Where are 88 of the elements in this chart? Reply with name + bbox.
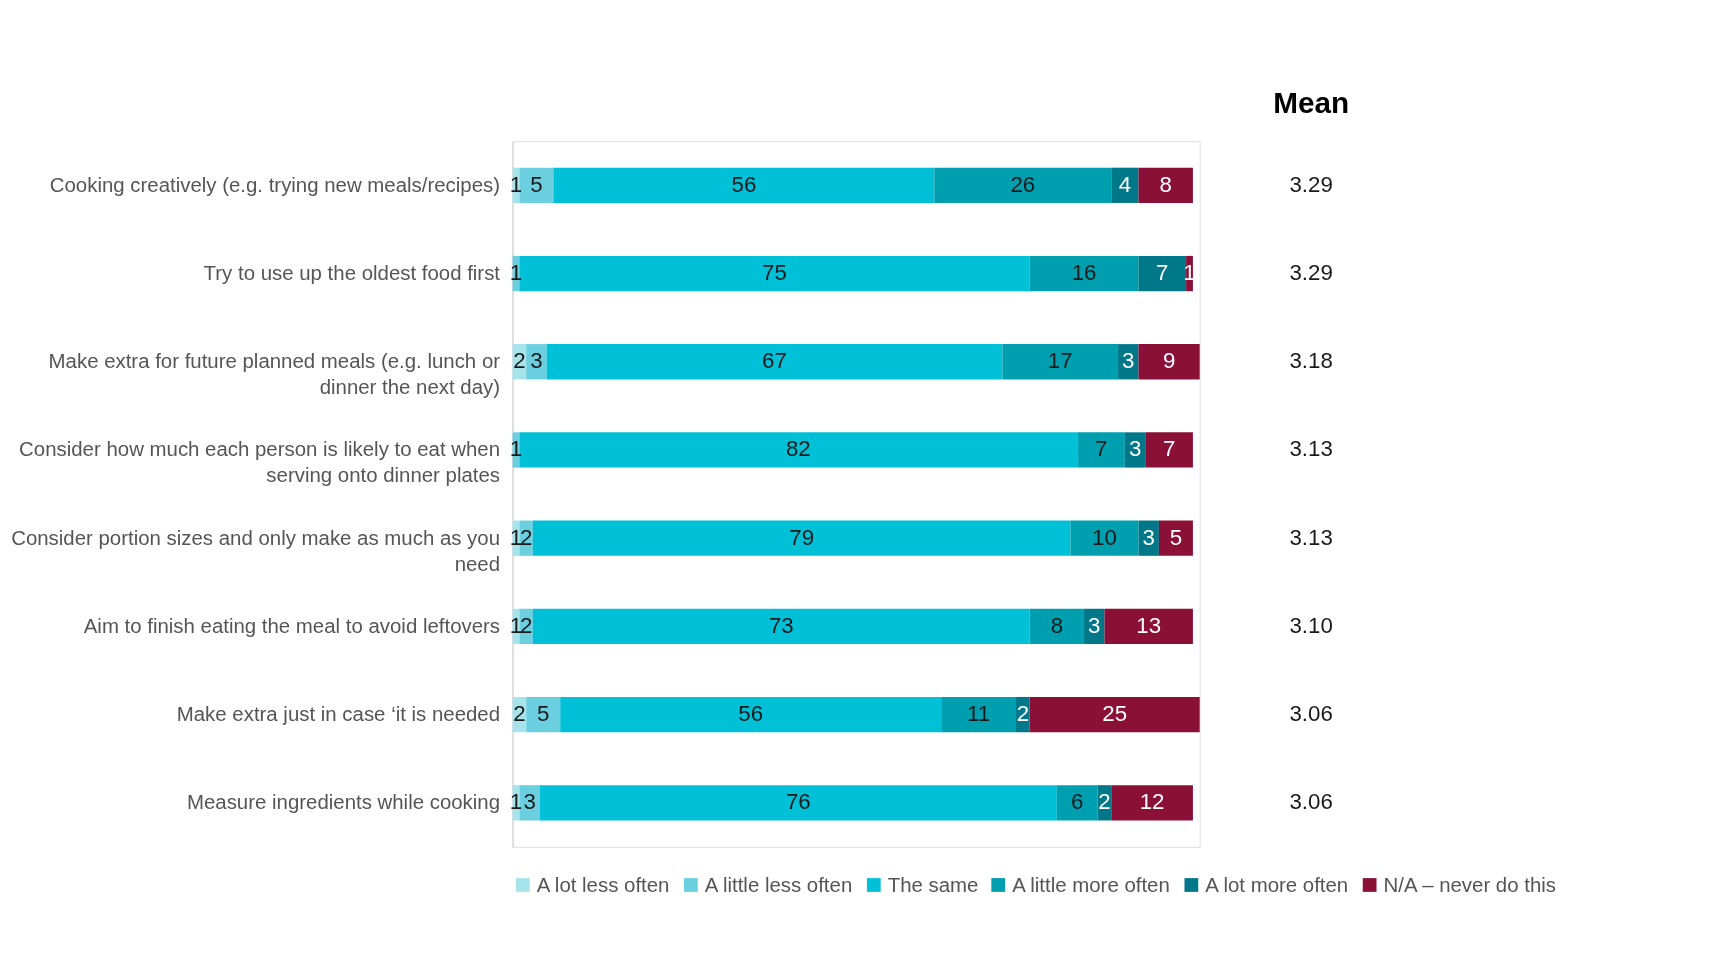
data-label: 2 [1016,701,1030,727]
text: 3.18 [1289,348,1333,374]
data-label: 5 [530,171,543,197]
y-tick-label: Make extra just in case ‘it is needed [176,703,501,726]
data-label: 17 [1047,348,1073,374]
bar [1158,520,1193,556]
bar [539,785,1057,821]
legend-label: A lot less often [536,873,670,896]
bar [1002,344,1119,380]
text: 3.10 [1289,612,1333,638]
data-label: 9 [1162,348,1176,374]
bar [934,167,1112,203]
bar [1138,255,1187,292]
data-label: 10 [1092,524,1117,550]
legend-label: A little less often [704,873,853,896]
bar [546,344,1003,380]
bar [1056,785,1098,821]
data-label: 3 [530,348,543,374]
bar [553,167,935,203]
data-label: 12 [1139,789,1165,815]
y-tick-label: Make extra for future planned meals (e.g. lunch or dinner the next day) [48,350,501,399]
data-label: 75 [762,260,787,286]
text: 3.06 [1289,789,1333,815]
y-tick-label: Try to use up the oldest food first [203,262,501,285]
data-label: 2 [1098,789,1111,815]
data-label: 1 [509,789,523,815]
bar [1111,785,1193,821]
text: Mean [1273,86,1350,120]
data-label: 56 [738,701,764,727]
legend-label: The same [887,873,979,896]
bar [519,255,1030,292]
y-tick-label: Cooking creatively (e.g. trying new meals/recipes) [49,173,501,196]
y-tick-label: Consider portion sizes and only make as much as you need [11,526,501,575]
y-tick-label: Aim to finish eating the meal to avoid leftovers [83,614,501,637]
y-tick-label: Consider how much each person is likely to eat when serving onto dinner plates [19,438,501,487]
legend-label: A little more often [1012,873,1170,896]
data-label: 13 [1136,612,1162,638]
data-label: 7 [1094,436,1108,462]
data-label: 3 [1128,436,1142,462]
bar [526,696,561,733]
bar [560,696,942,733]
legend-label: A lot more often [1205,873,1349,896]
data-label: 16 [1071,260,1097,286]
bar [1138,344,1200,380]
bar [519,432,1078,468]
data-label: 2 [513,348,526,374]
data-label: 3 [1122,348,1135,374]
data-label: 3 [1088,612,1101,638]
data-label: 11 [967,701,991,727]
bar [519,167,554,203]
text: 3.06 [1289,701,1333,727]
data-label: 56 [731,171,757,197]
text: 3.29 [1289,260,1333,286]
bar [1029,696,1200,733]
bar [1138,167,1193,203]
data-label: 76 [785,789,811,815]
y-tick-label: Measure ingredients while cooking [186,791,501,814]
bar [1077,432,1125,468]
data-label: 67 [762,348,787,374]
data-label: 26 [1010,171,1036,197]
bar [941,696,1017,733]
data-label: 25 [1102,701,1128,727]
data-label: 3 [523,789,536,815]
data-label: 1 [509,171,523,197]
legend-label: N/A – never do this [1383,873,1556,896]
data-label: 3 [1142,524,1155,550]
data-label: 7 [1162,436,1176,462]
bar [1029,608,1085,645]
data-label: 4 [1118,171,1132,197]
data-label: 2 [513,701,526,727]
data-label: 6 [1071,789,1084,815]
bar [1104,608,1193,645]
data-label: 8 [1050,612,1064,638]
data-label: 8 [1159,171,1172,197]
text: 3.29 [1289,171,1333,197]
bar [1029,255,1139,292]
bar [532,520,1071,556]
text: 3.13 [1289,524,1333,550]
bar [1070,520,1139,556]
data-label: 5 [536,701,550,727]
data-label: 5 [1169,524,1183,550]
data-label: 82 [785,436,811,462]
data-label: 7 [1156,260,1169,286]
bar [532,608,1030,645]
data-label: 73 [768,612,794,638]
bar [1145,432,1193,468]
data-label: 79 [789,524,815,550]
text: 3.13 [1289,436,1333,462]
